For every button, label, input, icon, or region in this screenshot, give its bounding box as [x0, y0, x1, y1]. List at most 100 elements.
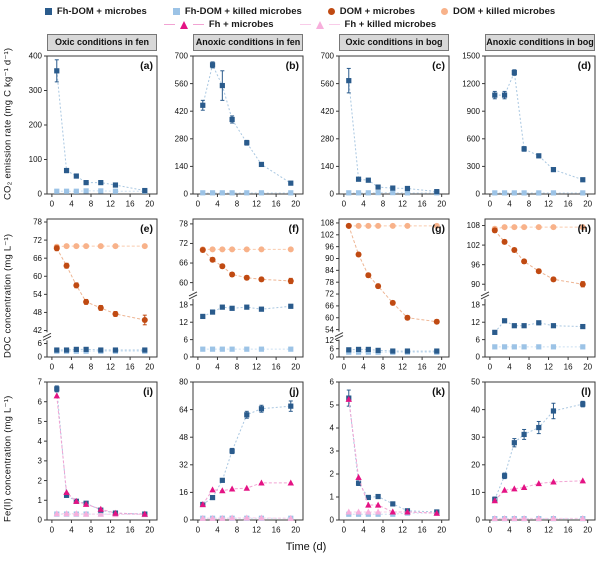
svg-text:6: 6 — [330, 378, 335, 387]
svg-text:0: 0 — [330, 353, 335, 362]
svg-text:90: 90 — [325, 254, 334, 263]
svg-text:16: 16 — [272, 526, 281, 535]
circle-marker-icon — [441, 8, 448, 15]
svg-text:30: 30 — [471, 433, 480, 442]
svg-text:8: 8 — [89, 526, 94, 535]
svg-text:4: 4 — [69, 200, 74, 209]
svg-text:0: 0 — [50, 363, 55, 372]
series-fh — [53, 392, 148, 517]
svg-text:16: 16 — [418, 363, 427, 372]
svg-text:12: 12 — [106, 200, 115, 209]
svg-text:60: 60 — [33, 272, 42, 281]
axes-d: 0 300 600 900 1200 1500 0 4 8 12 16 20 — [462, 52, 592, 209]
panel-b-chart: 0 140 280 420 560 700 0 4 8 12 16 20 (b) — [175, 52, 304, 209]
panel-h-chart: 0 6 12 18 90 96 102 108 0 4 8 12 16 20 (h) — [467, 218, 596, 372]
svg-text:0: 0 — [488, 526, 493, 535]
svg-text:0: 0 — [196, 363, 201, 372]
series-fhdom_killed — [200, 190, 294, 196]
series-fh — [199, 479, 294, 508]
svg-text:560: 560 — [175, 79, 189, 88]
svg-text:8: 8 — [527, 363, 532, 372]
svg-text:4: 4 — [69, 526, 74, 535]
svg-text:600: 600 — [467, 135, 481, 144]
svg-text:0: 0 — [184, 190, 189, 199]
svg-text:54: 54 — [325, 325, 334, 334]
panel-i: 0 1 2 3 4 5 6 7 0 4 8 12 16 20 (i) — [16, 377, 162, 540]
svg-text:108: 108 — [321, 219, 335, 228]
svg-text:20: 20 — [291, 363, 300, 372]
legend-label: DOM + microbes — [339, 6, 415, 17]
svg-text:8: 8 — [235, 526, 240, 535]
svg-text:20: 20 — [291, 200, 300, 209]
svg-text:4: 4 — [361, 200, 366, 209]
svg-text:6: 6 — [330, 344, 335, 353]
axis-break-icon — [42, 332, 52, 341]
svg-text:8: 8 — [381, 200, 386, 209]
panel-a-chart: 0 100 200 300 400 0 4 8 12 16 20 (a) — [29, 52, 158, 209]
svg-text:20: 20 — [145, 363, 154, 372]
svg-text:0: 0 — [342, 363, 347, 372]
svg-text:0: 0 — [476, 516, 481, 525]
series-fhdom — [346, 67, 440, 195]
series-fh — [491, 477, 586, 504]
series-dom — [345, 222, 440, 325]
svg-text:8: 8 — [89, 363, 94, 372]
svg-text:8: 8 — [89, 200, 94, 209]
svg-text:900: 900 — [467, 107, 481, 116]
svg-text:5: 5 — [330, 401, 335, 410]
legend-label: Fh + microbes — [208, 19, 274, 30]
legend-item-fhdom_killed: Fh-DOM + killed microbes — [172, 6, 302, 17]
panel-label-k: (k) — [432, 386, 445, 398]
svg-text:8: 8 — [527, 200, 532, 209]
column-header-1: Anoxic conditions in fen — [193, 34, 303, 51]
svg-text:300: 300 — [29, 86, 43, 95]
svg-text:0: 0 — [38, 190, 43, 199]
y-axis-label-co2: CO₂ emission rate (mg C kg⁻¹ d⁻¹) — [2, 47, 14, 201]
axes-b: 0 140 280 420 560 700 0 4 8 12 16 20 — [175, 52, 301, 209]
legend-item-fh: Fh + microbes — [163, 19, 274, 30]
series-fhdom_killed — [492, 190, 586, 196]
svg-text:20: 20 — [437, 200, 446, 209]
panel-label-f: (f) — [289, 223, 300, 235]
svg-text:4: 4 — [330, 424, 335, 433]
svg-text:12: 12 — [471, 318, 480, 327]
svg-text:78: 78 — [179, 220, 188, 229]
svg-text:20: 20 — [437, 363, 446, 372]
svg-text:3: 3 — [330, 447, 335, 456]
panel-j: 0 16 32 48 64 80 0 4 8 12 16 20 (j) — [162, 377, 308, 540]
panel-label-c: (c) — [432, 60, 445, 72]
svg-text:48: 48 — [179, 433, 188, 442]
series-dom — [53, 245, 148, 326]
svg-text:40: 40 — [471, 405, 480, 414]
panel-l: 0 10 20 30 40 50 0 4 8 12 16 20 (l) — [454, 377, 600, 540]
svg-text:420: 420 — [175, 107, 189, 116]
legend-label: Fh-DOM + microbes — [56, 6, 147, 17]
panel-g: 0 6 12 54 60 66 72 78 84 90 96 102 108 0 4 8 12 16 20 (g) — [308, 214, 454, 377]
svg-text:12: 12 — [398, 363, 407, 372]
panel-h: 0 6 12 18 90 96 102 108 0 4 8 12 16 20 (h) — [454, 214, 600, 377]
svg-text:4: 4 — [215, 363, 220, 372]
panels-row-co2: Oxic conditions in fen 0 100 200 300 400 0 4 8 12… — [16, 34, 600, 214]
legend-line-segment — [163, 24, 175, 25]
svg-text:0: 0 — [330, 516, 335, 525]
column-header-3: Anoxic conditions in bog — [485, 34, 595, 51]
svg-text:8: 8 — [381, 363, 386, 372]
svg-text:96: 96 — [325, 242, 334, 251]
svg-text:42: 42 — [33, 326, 42, 335]
svg-text:0: 0 — [38, 353, 43, 362]
svg-text:400: 400 — [29, 52, 43, 61]
svg-text:5: 5 — [38, 417, 43, 426]
svg-text:20: 20 — [583, 526, 592, 535]
svg-text:420: 420 — [321, 107, 335, 116]
svg-text:32: 32 — [179, 461, 188, 470]
legend-line-segment — [299, 24, 311, 25]
svg-text:560: 560 — [321, 79, 335, 88]
panel-label-l: (l) — [581, 386, 591, 398]
svg-text:0: 0 — [330, 190, 335, 199]
